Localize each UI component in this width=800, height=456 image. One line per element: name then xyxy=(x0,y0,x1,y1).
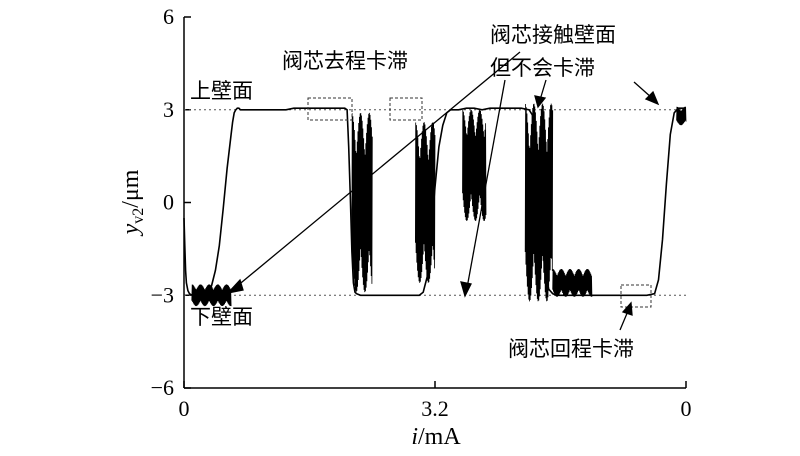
x-tick-label: 0 xyxy=(179,396,190,421)
y-axis-title: yv2/μm xyxy=(118,169,147,236)
arrow-head-contact-2 xyxy=(460,281,472,298)
oscillation-band xyxy=(415,122,436,283)
y-tick-label: −3 xyxy=(151,282,174,307)
y-ticks: 6 3 0 −3 −6 xyxy=(151,4,191,400)
stick-box-return xyxy=(620,284,652,308)
y-tick-label: 3 xyxy=(163,97,174,122)
x-axis-title-unit: /mA xyxy=(418,424,461,450)
annotation-no-stick: 但不会卡滞 xyxy=(490,56,595,80)
x-ticks: 0 3.2 0 xyxy=(179,381,692,421)
y-axis-title-sub: v2 xyxy=(130,208,147,224)
upper-wall-label: 上壁面 xyxy=(190,79,253,103)
y-tick-label: 6 xyxy=(163,4,174,29)
x-axis-title-var: i xyxy=(411,424,418,450)
lower-wall-label: 下壁面 xyxy=(190,305,253,329)
oscillation-band xyxy=(462,109,487,222)
annotation-forward-stick: 阀芯去程卡滞 xyxy=(282,49,408,73)
series-group xyxy=(183,103,687,307)
arrow-head-contact-3 xyxy=(534,95,547,109)
x-axis-title: i/mA xyxy=(411,424,461,450)
arrow-head-return-stick xyxy=(621,301,633,316)
arrow-head-contact-4 xyxy=(644,90,660,106)
arrow-line-contact-1 xyxy=(235,51,521,288)
x-tick-label: 3.2 xyxy=(421,396,449,421)
stick-box-forward-1 xyxy=(307,97,353,121)
y-tick-label: 0 xyxy=(163,190,174,215)
annotation-arrows xyxy=(226,51,660,331)
stick-box-forward-2 xyxy=(389,97,423,121)
oscillation-band xyxy=(351,112,373,293)
y-axis-title-unit: /μm xyxy=(118,169,144,208)
x-tick-label: 0 xyxy=(681,396,692,421)
y-axis-title-var: y xyxy=(118,223,144,236)
arrow-head-contact-1 xyxy=(226,278,244,295)
arrow-line-return-stick xyxy=(619,310,629,331)
reference-lines xyxy=(184,109,686,296)
annotation-contact-wall: 阀芯接触壁面 xyxy=(490,23,616,47)
oscillation-band xyxy=(191,284,232,307)
series-line xyxy=(183,107,686,297)
oscillation-band xyxy=(524,103,554,302)
arrow-line-contact-2 xyxy=(466,79,506,289)
oscillation-band xyxy=(552,268,593,297)
y-tick-label: −6 xyxy=(151,375,174,400)
annotation-return-stick: 阀芯回程卡滞 xyxy=(508,337,634,361)
oscillation-band xyxy=(676,106,687,126)
